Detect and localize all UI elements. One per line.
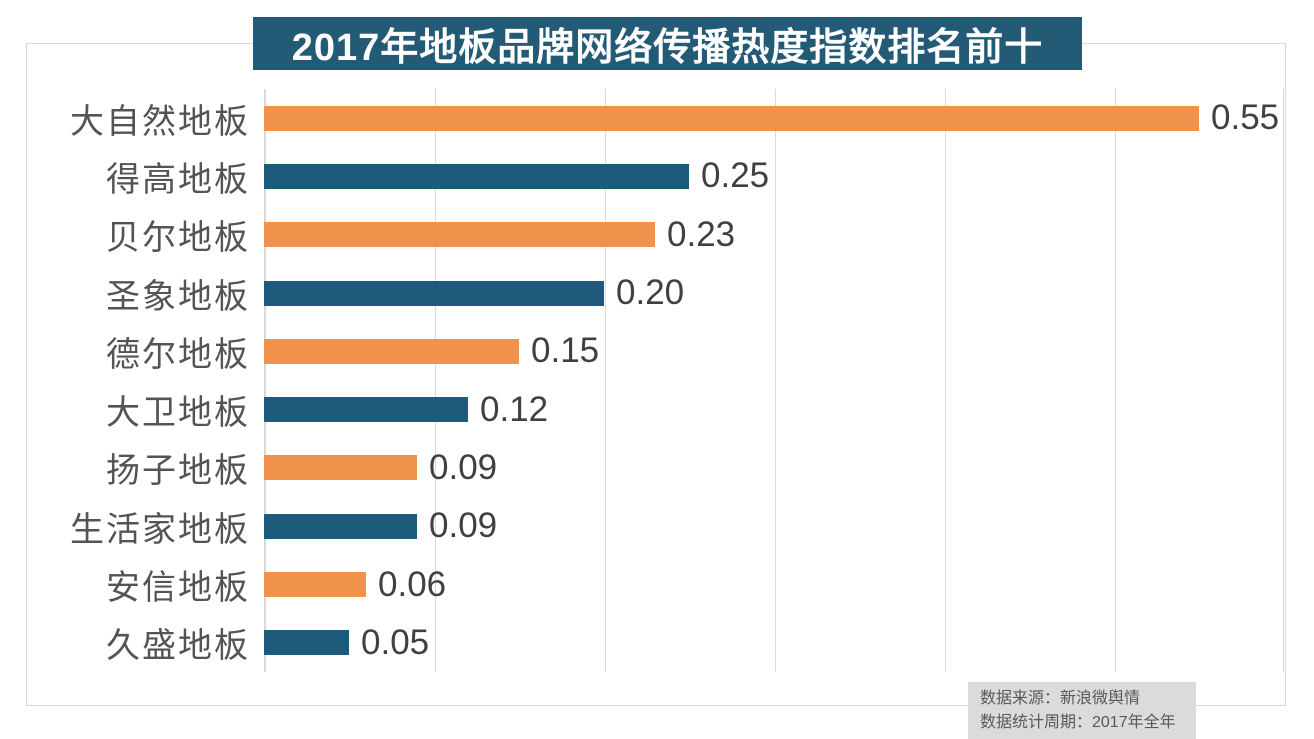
value-label: 0.25	[701, 156, 770, 196]
bar-cell: 0.06	[264, 555, 1284, 613]
category-label: 得高地板	[106, 160, 250, 199]
category-label: 圣象地板	[106, 277, 250, 316]
bar-cell: 0.55	[264, 89, 1284, 147]
category-label: 生活家地板	[70, 510, 250, 549]
bar-row: 安信地板 0.06	[26, 555, 1284, 613]
value-label: 0.09	[429, 506, 498, 546]
value-label: 0.09	[429, 447, 498, 487]
bar-cell: 0.05	[264, 614, 1284, 672]
category-label: 大自然地板	[70, 102, 250, 141]
bar	[264, 163, 689, 189]
category-label: 扬子地板	[106, 452, 250, 491]
source-line-1: 数据来源：新浪微舆情	[980, 690, 1141, 707]
source-line-2: 数据统计周期：2017年全年	[980, 714, 1176, 731]
bar	[264, 222, 655, 248]
bar-cell: 0.20	[264, 264, 1284, 322]
bar-cell: 0.09	[264, 439, 1284, 497]
bar	[264, 338, 519, 364]
value-label: 0.05	[361, 622, 430, 662]
bar-cell: 0.12	[264, 380, 1284, 438]
bar-cell: 0.09	[264, 497, 1284, 555]
value-label: 0.55	[1211, 98, 1280, 138]
value-label: 0.23	[667, 214, 736, 254]
bar-row: 生活家地板 0.09	[26, 497, 1284, 555]
category-label: 大卫地板	[106, 394, 250, 433]
category-label: 安信地板	[106, 569, 250, 608]
bar	[264, 280, 604, 306]
bar-row: 圣象地板 0.20	[26, 264, 1284, 322]
value-label: 0.15	[531, 331, 600, 371]
bar-cell: 0.25	[264, 147, 1284, 205]
category-label: 久盛地板	[106, 627, 250, 666]
bar-cell: 0.23	[264, 206, 1284, 264]
bar	[264, 513, 417, 539]
bar	[264, 630, 349, 656]
bar-row: 得高地板 0.25	[26, 147, 1284, 205]
bar-row: 久盛地板 0.05	[26, 614, 1284, 672]
value-label: 0.06	[378, 564, 447, 604]
value-label: 0.12	[480, 389, 549, 429]
category-label: 德尔地板	[106, 335, 250, 374]
bar-cell: 0.15	[264, 322, 1284, 380]
bar-row: 贝尔地板 0.23	[26, 206, 1284, 264]
bar	[264, 455, 417, 481]
chart-title-banner: 2017年地板品牌网络传播热度指数排名前十	[253, 17, 1082, 70]
bar	[264, 105, 1199, 131]
category-label: 贝尔地板	[106, 219, 250, 258]
value-label: 0.20	[616, 273, 685, 313]
bar-row: 大卫地板 0.12	[26, 380, 1284, 438]
chart-title: 2017年地板品牌网络传播热度指数排名前十	[291, 27, 1044, 69]
bar-row: 大自然地板 0.55	[26, 89, 1284, 147]
bar-row: 扬子地板 0.09	[26, 439, 1284, 497]
bar	[264, 397, 468, 423]
source-note: 数据来源：新浪微舆情 数据统计周期：2017年全年	[968, 682, 1196, 739]
bar-row: 德尔地板 0.15	[26, 322, 1284, 380]
bar-chart: 大自然地板 0.55 得高地板 0.25 贝尔地板 0.23 圣象地板 0.20 德尔地板 0.1…	[26, 89, 1284, 672]
bar	[264, 572, 366, 598]
